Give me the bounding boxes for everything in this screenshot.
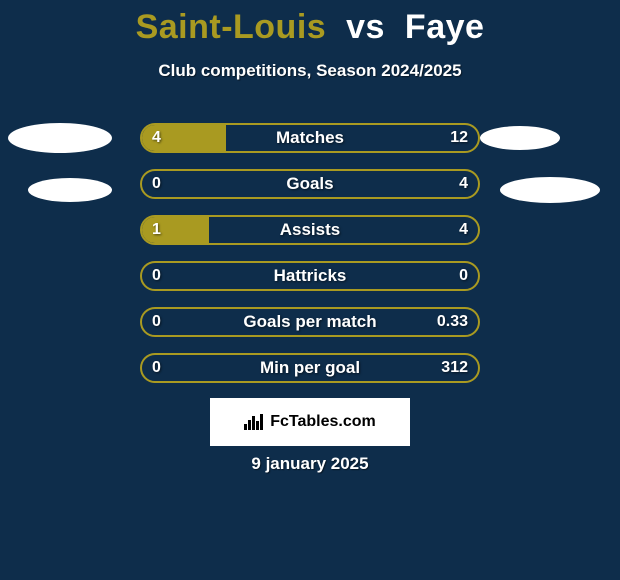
stat-label: Min per goal — [142, 355, 478, 381]
page-title: Saint-Louis vs Faye — [0, 0, 620, 47]
stat-bar-track: Matches412 — [140, 123, 480, 153]
branding-text: FcTables.com — [270, 413, 376, 431]
stat-row: Goals per match0 0.33 — [0, 304, 620, 350]
stat-row: Hattricks0 0 — [0, 258, 620, 304]
stat-bar-track: Assists14 — [140, 215, 480, 245]
stat-label: Hattricks — [142, 263, 478, 289]
stat-value-left: 0 — [152, 171, 161, 197]
stat-row: Min per goal0 312 — [0, 350, 620, 396]
branding-badge: FcTables.com — [210, 398, 410, 446]
stat-value-left: 0 — [152, 309, 161, 335]
stat-value-right: 12 — [450, 125, 468, 151]
stat-value-left: 0 — [152, 355, 161, 381]
stat-bar-track: Goals per match0 0.33 — [140, 307, 480, 337]
player1-name: Saint-Louis — [136, 8, 327, 46]
subtitle: Club competitions, Season 2024/2025 — [0, 61, 620, 81]
stat-label: Goals — [142, 171, 478, 197]
stat-value-left: 0 — [152, 263, 161, 289]
stat-bar-fill-left — [142, 217, 209, 243]
stat-value-right: 0.33 — [437, 309, 468, 335]
stats-rows: Matches412Goals04Assists14Hattricks00Goa… — [0, 120, 620, 396]
stat-bar-track: Min per goal0 312 — [140, 353, 480, 383]
stat-value-right: 4 — [459, 217, 468, 243]
footer-date: 9 january 2025 — [0, 454, 620, 474]
stat-value-right: 0 — [459, 263, 468, 289]
comparison-infographic: Saint-Louis vs Faye Club competitions, S… — [0, 0, 620, 580]
stat-row: Goals0 4 — [0, 166, 620, 212]
stat-bar-track: Hattricks0 0 — [140, 261, 480, 291]
stat-bar-fill-left — [142, 125, 226, 151]
stat-value-right: 312 — [441, 355, 468, 381]
stat-row: Assists14 — [0, 212, 620, 258]
bar-chart-icon — [244, 414, 264, 430]
stat-label: Goals per match — [142, 309, 478, 335]
vs-label: vs — [346, 8, 385, 46]
player2-name: Faye — [405, 8, 485, 46]
stat-value-right: 4 — [459, 171, 468, 197]
stat-row: Matches412 — [0, 120, 620, 166]
stat-bar-track: Goals0 4 — [140, 169, 480, 199]
